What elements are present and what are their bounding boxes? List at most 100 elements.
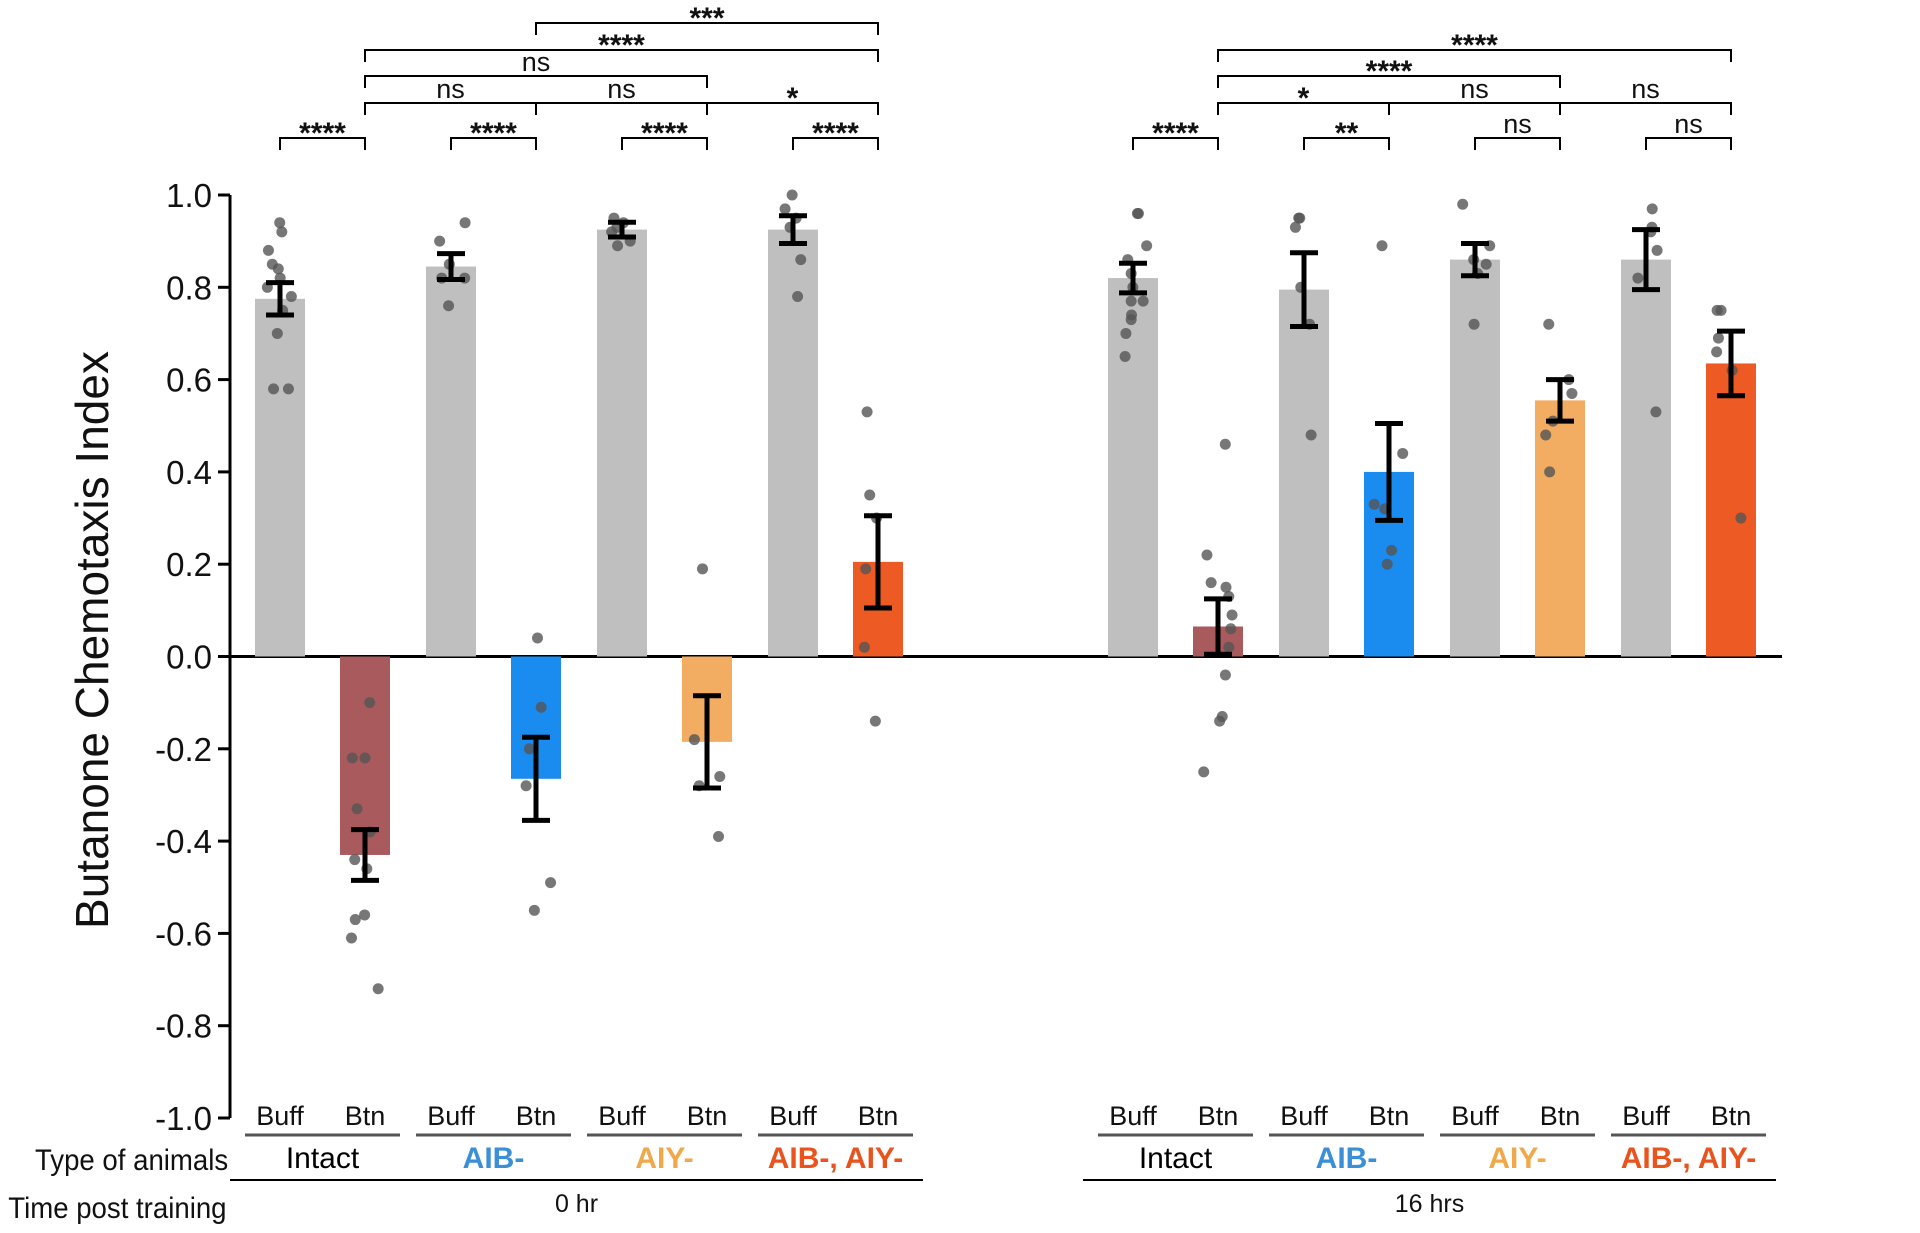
bar [426, 266, 476, 657]
bar [255, 298, 305, 657]
condition-label: Buff [256, 1101, 304, 1131]
group-label: AIB-, AIY- [1621, 1142, 1757, 1175]
data-point [271, 327, 283, 339]
row-label-time: Time post training [8, 1192, 226, 1225]
condition-label: Btn [858, 1101, 899, 1131]
data-point [795, 254, 807, 266]
bar [1621, 259, 1671, 657]
data-point [869, 715, 881, 727]
significance-label: **** [470, 117, 517, 150]
data-point [1137, 295, 1149, 307]
condition-label: Buff [769, 1101, 817, 1131]
data-point [1540, 429, 1552, 441]
significance-label: * [787, 82, 799, 115]
group-label: AIB- [463, 1142, 525, 1175]
data-point [276, 226, 288, 238]
bar [1535, 400, 1585, 657]
significance-bracket [364, 49, 879, 62]
data-point [1225, 623, 1237, 635]
data-point [349, 914, 361, 926]
data-point [1480, 258, 1492, 270]
data-point [1289, 221, 1301, 233]
significance-bracket [621, 137, 708, 150]
data-point [285, 291, 297, 303]
data-point [1650, 406, 1662, 418]
data-point [1214, 715, 1226, 727]
condition-label: Btn [1711, 1101, 1752, 1131]
data-point [688, 734, 700, 746]
condition-label: Btn [1369, 1101, 1410, 1131]
significance-label: ns [1631, 74, 1660, 104]
significance-label: **** [1451, 29, 1498, 62]
data-point [262, 244, 274, 256]
significance-label: **** [812, 117, 859, 150]
data-point [1376, 240, 1388, 252]
data-point [1120, 327, 1132, 339]
significance-label: ns [436, 74, 465, 104]
y-axis-title: Butanone Chemotaxis Index [66, 351, 118, 929]
data-point [697, 563, 709, 575]
data-point [858, 641, 870, 653]
data-point [459, 217, 471, 229]
significance-label: **** [299, 117, 346, 150]
axes: 1.0 0.8 0.6 0.4 0.2 0.0 -0.2 -0.4 -0.6 -0.8 -1.0 [155, 177, 1782, 1137]
data-point [792, 291, 804, 303]
significance-label: ns [1460, 74, 1489, 104]
timepoint-label: 0 hr [555, 1190, 598, 1218]
significance-bracket [535, 22, 879, 35]
data-point [1205, 577, 1217, 589]
group-label: AIB- [1316, 1142, 1378, 1175]
data-point [351, 803, 363, 815]
significance-bracket [792, 137, 879, 150]
data-point [1543, 318, 1555, 330]
data-point [786, 189, 798, 201]
x-labels: Buff Btn Intact Buff Btn AIB- Buff Btn AIY- Buff B… [230, 1101, 1776, 1218]
data-point [1397, 447, 1409, 459]
data-point [346, 932, 358, 944]
significance-bracket [279, 137, 366, 150]
data-point [860, 563, 872, 575]
data-point [1125, 295, 1137, 307]
data-point [1223, 641, 1235, 653]
significance-brackets: **** **** **** ****ns ns *ns *********** ** ns ns… [279, 2, 1732, 150]
data-points [261, 189, 1747, 995]
significance-bracket [535, 102, 708, 115]
data-point [1711, 346, 1723, 358]
y-tick-label: 1.0 [166, 177, 212, 214]
data-point [1651, 244, 1663, 256]
timepoint-label: 16 hrs [1395, 1190, 1464, 1218]
y-tick-label: -0.4 [155, 823, 212, 860]
data-point [349, 854, 361, 866]
significance-bracket [1388, 102, 1561, 115]
data-point [1305, 429, 1317, 441]
data-point [1368, 498, 1380, 510]
data-point [523, 743, 535, 755]
data-point [1141, 240, 1153, 252]
group-label: Intact [286, 1142, 360, 1175]
significance-bracket [1217, 75, 1561, 88]
condition-label: Btn [1540, 1101, 1581, 1131]
condition-label: Buff [427, 1101, 475, 1131]
data-point [1632, 272, 1644, 284]
data-point [864, 489, 876, 501]
data-point [779, 203, 791, 215]
significance-bracket [364, 102, 537, 115]
group-label: AIY- [1488, 1142, 1546, 1175]
data-point [1712, 332, 1724, 344]
data-point [612, 240, 624, 252]
bar [597, 229, 647, 657]
significance-label: * [1298, 82, 1310, 115]
condition-label: Btn [516, 1101, 557, 1131]
condition-label: Btn [345, 1101, 386, 1131]
data-point [364, 697, 376, 709]
significance-label: **** [1152, 117, 1199, 150]
data-point [346, 752, 358, 764]
significance-label: *** [689, 2, 724, 35]
data-point [1457, 198, 1469, 210]
data-point [372, 983, 384, 995]
condition-label: Buff [1622, 1101, 1670, 1131]
y-tick-label: -0.6 [155, 915, 212, 952]
bars [255, 229, 1756, 855]
data-point [1219, 669, 1231, 681]
data-point [274, 217, 286, 229]
